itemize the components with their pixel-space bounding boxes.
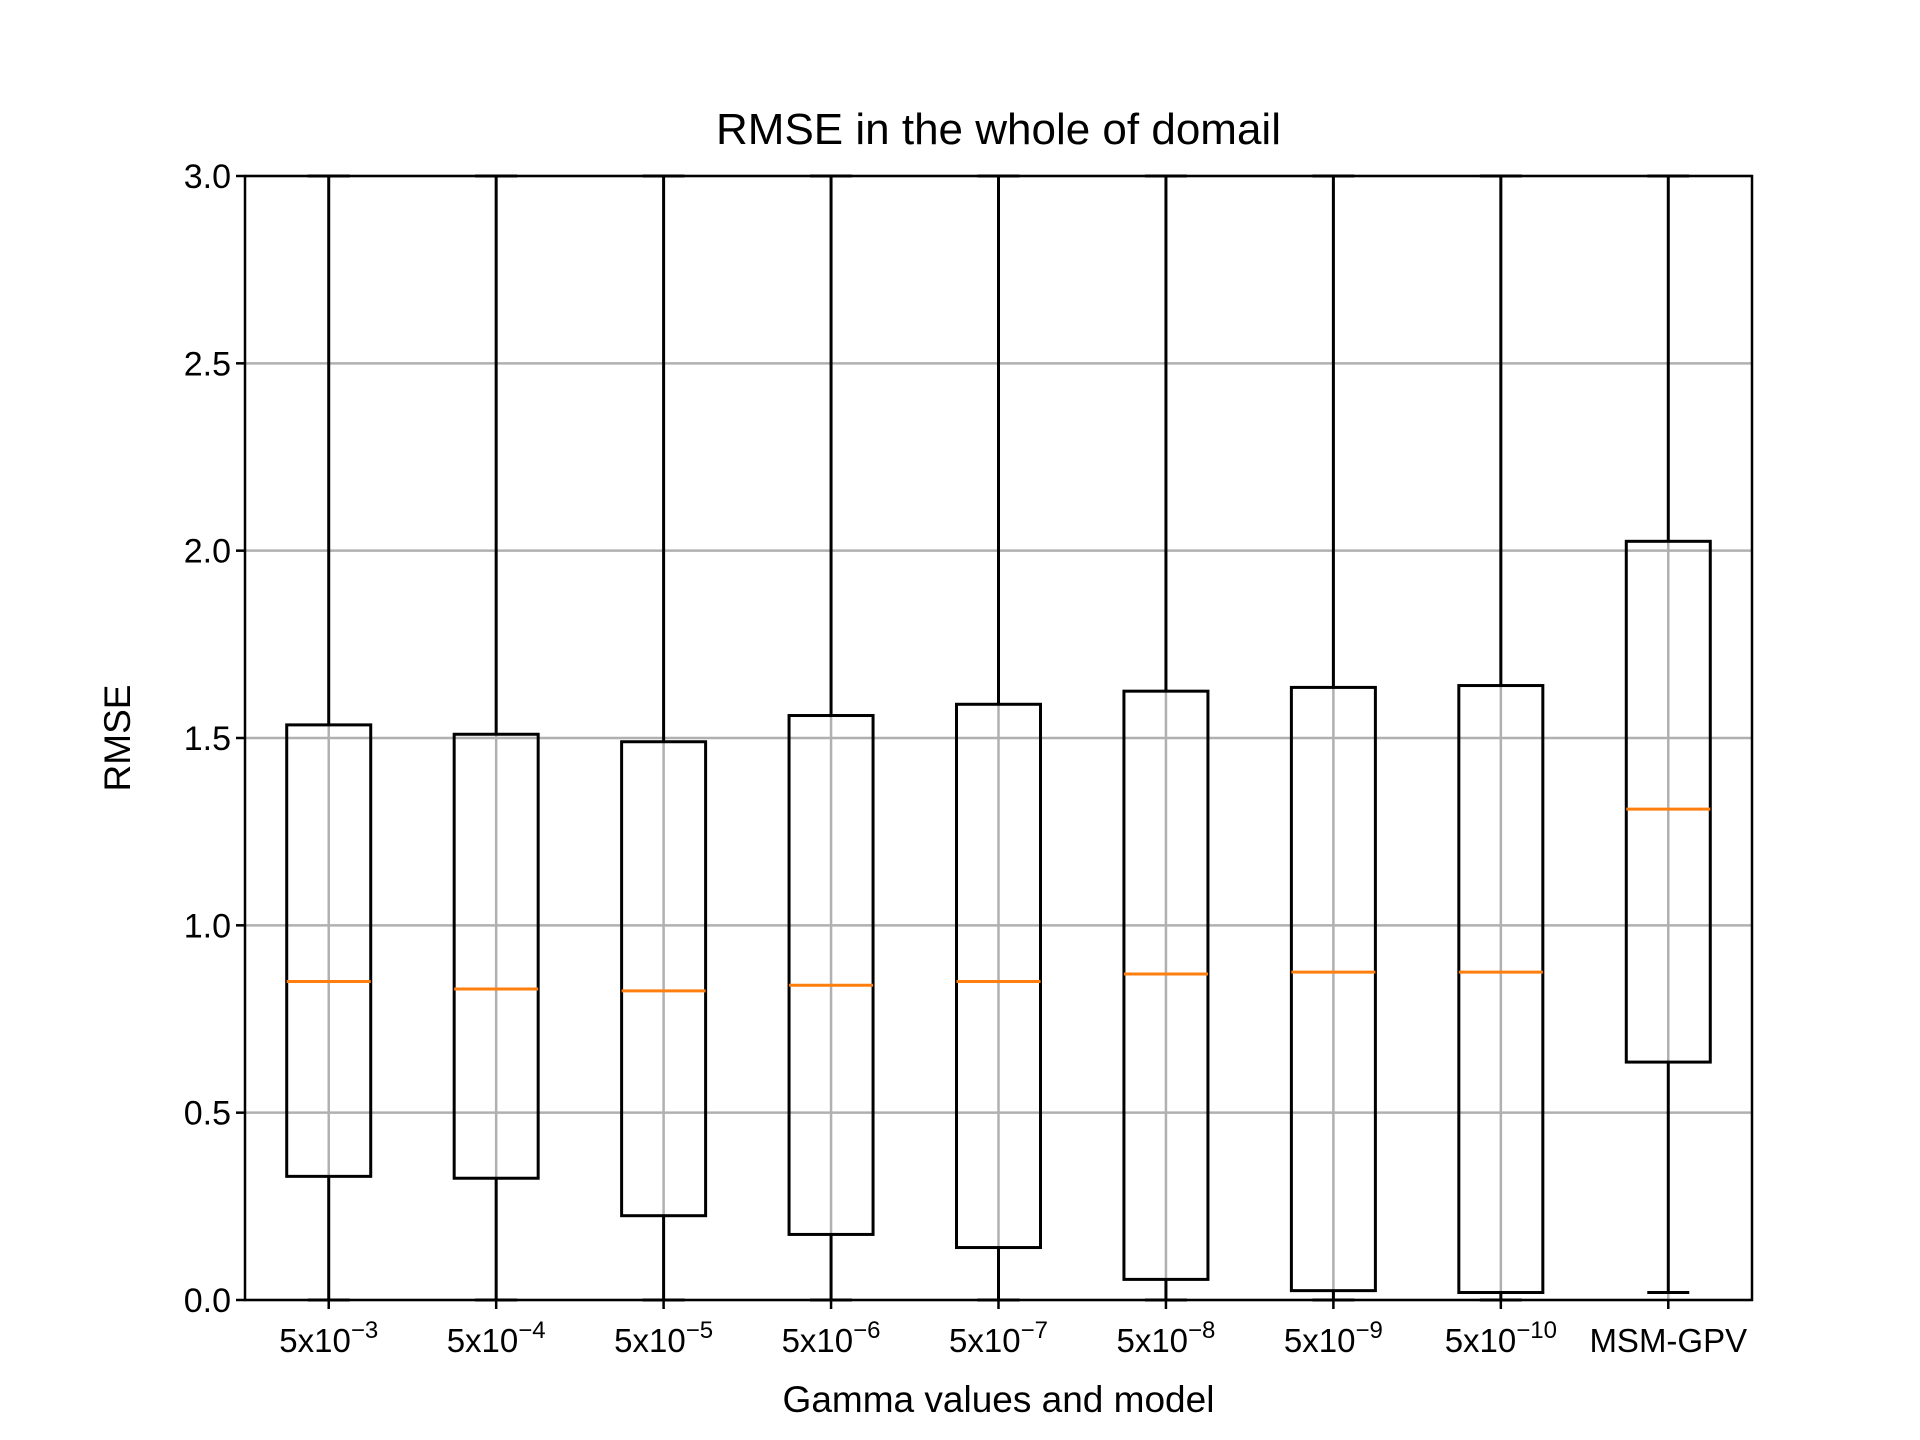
box-iqr [787, 714, 875, 1236]
x-tick-label: 5x10−9 [1284, 1317, 1383, 1359]
x-tick-label: 5x10−8 [1116, 1317, 1215, 1359]
box-iqr [1624, 539, 1712, 1064]
y-axis-label: RMSE [97, 685, 138, 792]
y-tick-label: 2.5 [184, 345, 231, 383]
y-tick-label: 3.0 [184, 158, 231, 196]
x-tick-label: 5x10−4 [447, 1317, 546, 1359]
x-tick-label: 5x10−6 [782, 1317, 881, 1359]
box-iqr [1289, 685, 1377, 1293]
box-iqr [620, 740, 708, 1218]
x-tick-label: 5x10−3 [279, 1317, 378, 1359]
x-tick-label: 5x10−7 [949, 1317, 1048, 1359]
x-tick-label: MSM-GPV [1589, 1322, 1747, 1359]
chart-title: RMSE in the whole of domail [716, 105, 1281, 154]
x-tick-label: 5x10−5 [614, 1317, 713, 1359]
box-iqr [452, 732, 540, 1180]
box-iqr [1457, 684, 1545, 1295]
y-tick-label: 2.0 [184, 533, 231, 571]
y-tick-label: 0.0 [184, 1282, 231, 1320]
y-tick-label: 1.0 [184, 907, 231, 945]
box-iqr [285, 723, 373, 1178]
box-iqr [1122, 689, 1210, 1281]
x-tick-label: 5x10−10 [1445, 1317, 1557, 1359]
y-tick-label: 1.5 [184, 720, 231, 758]
x-axis-label: Gamma values and model [783, 1379, 1215, 1420]
y-tick-label: 0.5 [184, 1095, 231, 1133]
box-iqr [955, 702, 1042, 1250]
tick-layer: 0.0 0.5 1.0 1.5 2.0 2.5 3.0 5x10−3 5x10−4 5x10−5 5… [184, 158, 1747, 1359]
